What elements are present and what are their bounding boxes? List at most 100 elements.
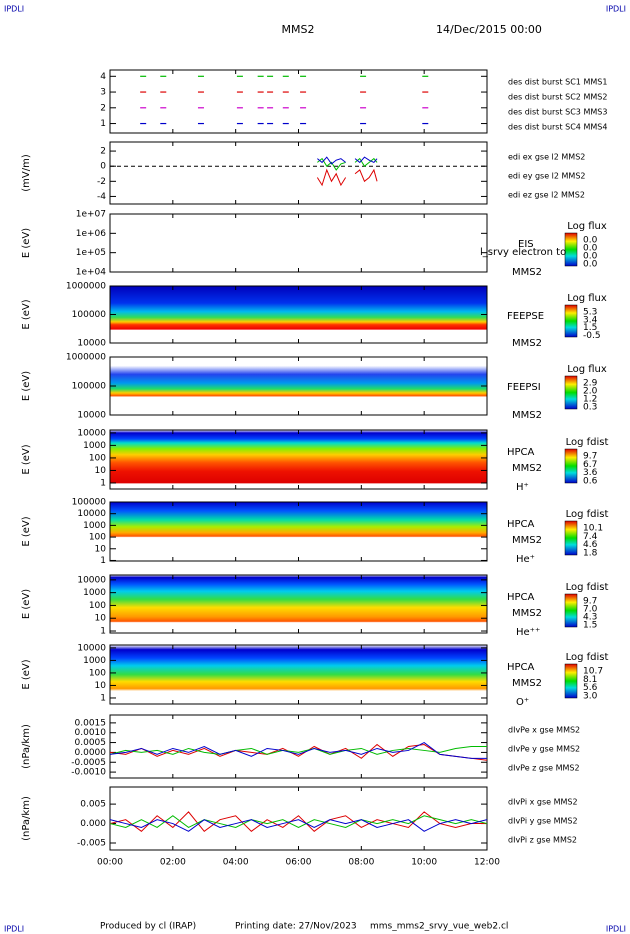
y-tick-label: 1000	[83, 441, 106, 451]
y-tick-label: 0.0000	[75, 748, 107, 758]
colorbar-tick-label: 8.1	[583, 675, 597, 685]
y-tick-label: 10	[95, 544, 107, 554]
data-line	[109, 819, 488, 832]
colorbar-tick-label: 5.6	[583, 683, 598, 693]
colorbar-tick-label: 0.0	[583, 236, 598, 246]
spectrogram	[110, 575, 487, 633]
colorbar-tick-label: 4.3	[583, 613, 597, 623]
y-tick-label: 0.0015	[75, 718, 107, 728]
y-tick-label: 10	[95, 681, 107, 691]
spacecraft-label: MMS2	[512, 535, 542, 546]
y-tick-label: 0.000	[80, 819, 106, 829]
spectrogram	[110, 286, 487, 343]
colorbar-tick-label: 0.0	[583, 244, 598, 254]
spectrogram	[110, 357, 487, 415]
x-tick-label: 12:00	[474, 858, 500, 868]
y-tick-label: 10000	[77, 428, 106, 438]
y-axis-label: (mV/m)	[21, 154, 32, 192]
y-tick-label: 1	[100, 119, 106, 129]
colorbar-tick-label: 0.0	[583, 260, 598, 270]
y-tick-label: 1000000	[66, 282, 106, 292]
x-tick-label: 08:00	[348, 858, 374, 868]
y-tick-label: 100	[89, 453, 106, 463]
instrument-label: HPCA	[507, 592, 535, 603]
chart-date: 14/Dec/2015 00:00	[436, 23, 542, 36]
data-line	[109, 746, 487, 755]
legend-entry: dIvPi x gse MMS2	[508, 798, 578, 807]
y-axis-label: E (eV)	[21, 516, 32, 546]
x-tick-label: 00:00	[97, 858, 123, 868]
y-tick-label: 1e+05	[76, 248, 106, 258]
ion-label: He⁺	[516, 554, 535, 565]
colorbar-tick-label: 0.3	[583, 403, 597, 413]
data-line	[109, 815, 488, 829]
y-axis-label: E (eV)	[21, 228, 32, 258]
colorbar	[564, 448, 578, 484]
legend-entry: dIvPi y gse MMS2	[508, 817, 578, 826]
legend-entry: dIvPe x gse MMS2	[508, 726, 580, 735]
instrument-label: FEEPSI	[507, 382, 541, 393]
y-tick-label: -2	[97, 177, 106, 187]
x-tick-label: 06:00	[286, 858, 312, 868]
spectrogram	[110, 430, 487, 489]
spacecraft-label: MMS2	[512, 463, 542, 474]
y-tick-label: 100	[89, 533, 106, 543]
y-tick-label: 2	[100, 103, 106, 113]
colorbar-tick-label: 7.4	[583, 532, 598, 542]
y-tick-label: 3	[100, 88, 106, 98]
legend-entry: des dist burst SC4 MMS4	[508, 123, 607, 132]
y-tick-label: 100000	[72, 310, 107, 320]
footer-producer: Produced by cl (IRAP)	[100, 922, 196, 932]
data-line	[354, 156, 378, 164]
colorbar-tick-label: 1.8	[583, 548, 598, 558]
instrument-label: HPCA	[507, 519, 535, 530]
y-tick-label: 1	[100, 627, 106, 637]
y-tick-label: 1	[100, 556, 106, 566]
data-line	[317, 156, 346, 165]
spectrogram	[110, 214, 487, 272]
instrument-label: HPCA	[507, 662, 535, 673]
badge: IPDLI	[4, 5, 24, 14]
legend-entry: dIvPi z gse MMS2	[508, 836, 577, 845]
y-axis-label: E (eV)	[21, 659, 32, 689]
panel-frame	[109, 786, 488, 851]
panel-frame	[109, 714, 488, 779]
y-tick-label: 1	[100, 478, 106, 488]
colorbar-tick-label: 1.5	[583, 323, 597, 333]
ion-label: H⁺	[516, 482, 529, 493]
ion-label: O⁺	[516, 697, 529, 708]
y-tick-label: 10000	[77, 411, 106, 421]
colorbar-title: Log fdist	[566, 652, 609, 663]
data-line	[317, 157, 346, 171]
colorbar-title: Log flux	[567, 364, 607, 375]
y-axis-label: E (eV)	[21, 299, 32, 329]
badge: IPDLI	[4, 925, 24, 934]
panel-frame	[109, 141, 488, 205]
y-tick-label: 10000	[77, 339, 106, 349]
legend-entry: edi ez gse l2 MMS2	[508, 191, 585, 200]
spacecraft-label: MMS2	[512, 267, 542, 278]
spacecraft-label: MMS2	[512, 410, 542, 421]
footer-script: mms_mms2_srvy_vue_web2.cl	[370, 922, 508, 932]
colorbar-tick-label: 1.5	[583, 621, 597, 631]
y-tick-label: 1	[100, 693, 106, 703]
y-tick-label: 10	[95, 614, 107, 624]
instrument-label: FEEPSE	[507, 311, 544, 322]
colorbar	[564, 593, 578, 628]
y-tick-label: -0.005	[77, 839, 106, 849]
y-axis-label: E (eV)	[21, 371, 32, 401]
colorbar-tick-label: 3.0	[583, 691, 598, 701]
y-tick-label: 0.0010	[75, 728, 107, 738]
colorbar-tick-label: 10.1	[583, 524, 603, 534]
y-tick-label: 2	[100, 147, 106, 157]
y-tick-label: 1000	[83, 521, 106, 531]
legend-entry: edi ey gse l2 MMS2	[508, 172, 586, 181]
data-line	[354, 157, 378, 167]
colorbar-tick-label: 2.0	[583, 387, 598, 397]
y-tick-label: 10	[95, 466, 107, 476]
colorbar	[564, 304, 578, 338]
colorbar-tick-label: 1.2	[583, 395, 597, 405]
y-tick-label: 1000	[83, 588, 106, 598]
data-line	[109, 741, 487, 759]
